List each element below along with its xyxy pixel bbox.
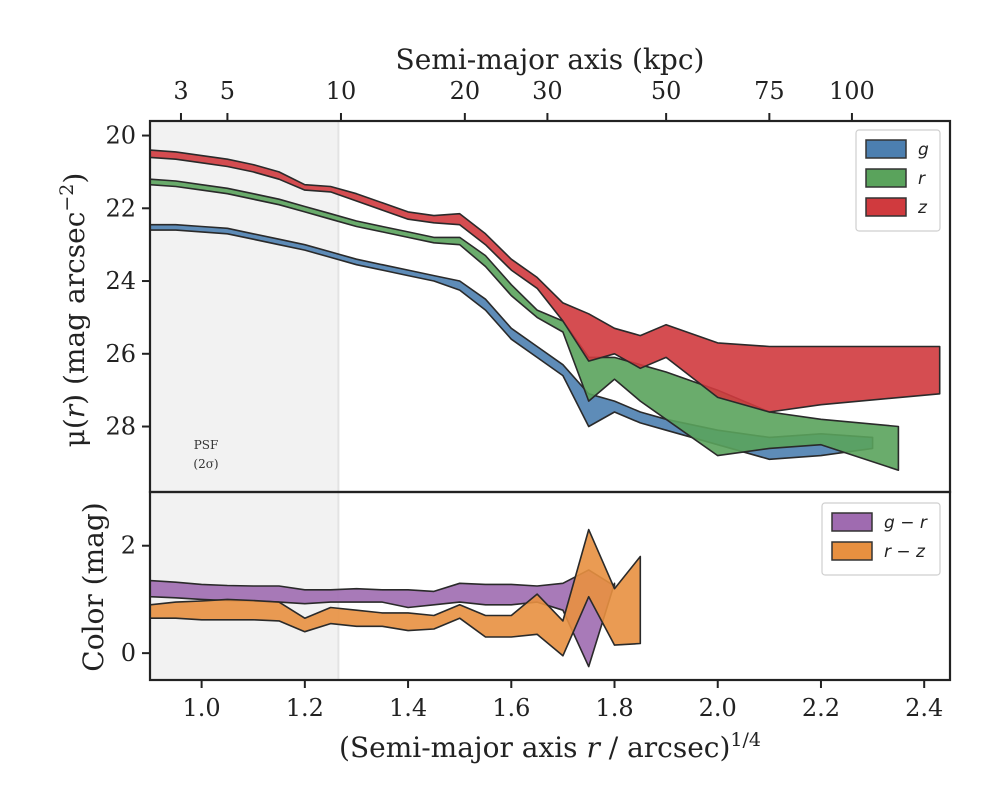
bottom-x-tick-label: 1.0 [183,694,221,722]
bottom-x-axis-title: (Semi-major axis r / arcsec)1/4 [339,729,761,764]
top-y-tick-label: 26 [105,340,136,368]
top-y-tick-label: 28 [105,413,136,441]
psf-annotation-line2: (2σ) [193,457,218,471]
legend-swatch [865,168,907,188]
legend-top: grz [855,129,941,232]
top-y-tick-label: 20 [105,122,136,150]
band-rz [149,528,642,657]
top-x2-tick-label: 50 [651,77,682,105]
top-panel-series [149,149,941,472]
bottom-x-tick-label: 2.2 [802,694,840,722]
top-x-axis-title: Semi-major axis (kpc) [396,43,705,76]
bottom-panel-frame [148,490,952,682]
top-x2-tick-label: 5 [220,77,235,105]
bottom-y-axis-title: Color (mag) [77,502,110,671]
bottom-panel-series [149,528,642,668]
legend-swatch [865,197,907,217]
legend-bottom: g − r r − z [821,502,941,576]
legend-swatch [865,139,907,159]
axis-ticks: 20 22 24 26 28 3 5 10 20 30 50 75 100 0 2 1.0 1.2 1.4 1.6 1… [105,77,943,722]
legend-label: g [918,140,929,160]
legend-swatch [831,512,873,532]
legend-label: r − z [884,542,926,562]
top-y-axis-title: μ(r) (mag arcsec−2) [56,173,91,448]
bottom-y-tick-label: 0 [121,639,136,667]
top-x2-tick-label: 30 [532,77,563,105]
top-x2-tick-label: 3 [173,77,188,105]
top-y-tick-label: 22 [105,194,136,222]
band-z [149,149,941,413]
bottom-x-tick-label: 1.6 [492,694,530,722]
top-y-tick-label: 24 [105,267,136,295]
legend-swatch [831,541,873,561]
psf-shaded-region-top [150,121,339,492]
bottom-y-tick-label: 2 [121,532,136,560]
band-r [149,178,900,472]
top-x2-tick-label: 20 [450,77,481,105]
top-x2-tick-label: 10 [326,77,357,105]
top-x2-tick-label: 75 [754,77,785,105]
top-x2-tick-label: 100 [829,77,875,105]
legend-label: r [918,169,926,189]
bottom-x-tick-label: 1.4 [389,694,427,722]
legend-label: z [917,198,928,218]
bottom-x-tick-label: 1.8 [595,694,633,722]
legend-label: g − r [884,513,928,533]
bottom-x-tick-label: 1.2 [286,694,324,722]
band-gr [149,569,616,668]
psf-annotation-line1: PSF [194,438,219,452]
bottom-x-tick-label: 2.0 [699,694,737,722]
bottom-x-tick-label: 2.4 [905,694,943,722]
